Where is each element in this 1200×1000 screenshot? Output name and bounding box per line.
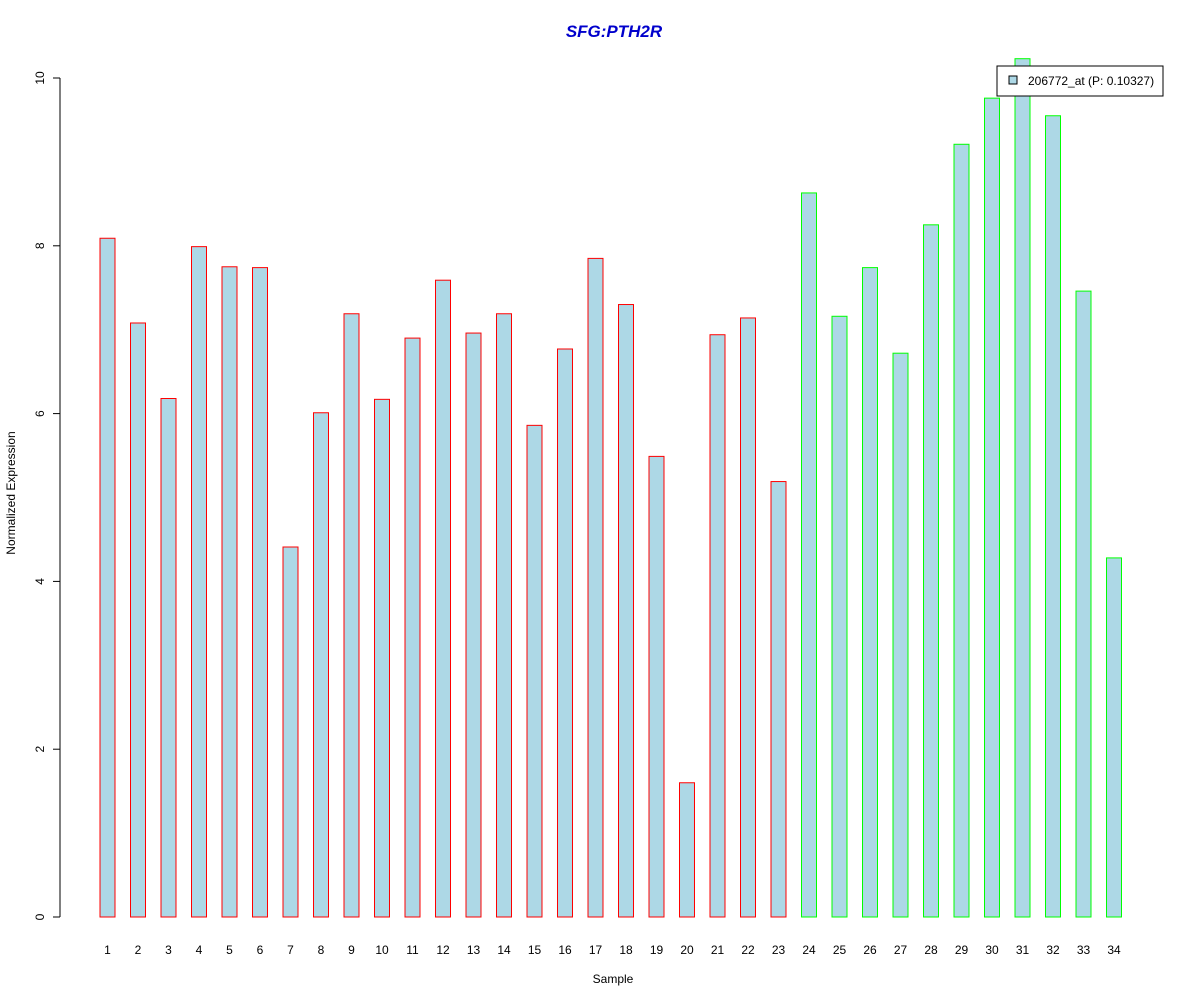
bar-sample-26 [862, 267, 878, 918]
x-tick-label: 26 [863, 943, 877, 957]
bar-sample-18 [618, 304, 634, 918]
x-tick-label: 33 [1077, 943, 1091, 957]
x-tick-label: 3 [165, 943, 172, 957]
bar-sample-13 [465, 332, 482, 918]
x-tick-label: 1 [104, 943, 111, 957]
y-axis-title: Normalized Expression [4, 431, 18, 554]
bar-sample-7 [282, 546, 299, 918]
y-axis-ticks: 0 2 4 6 8 10 [33, 71, 60, 920]
y-tick-label: 2 [33, 746, 47, 753]
bar-sample-24 [801, 192, 817, 918]
legend-swatch [1008, 75, 1018, 85]
bar-sample-11 [404, 337, 421, 918]
x-tick-label: 21 [711, 943, 725, 957]
x-tick-label: 5 [226, 943, 233, 957]
bar-sample-29 [953, 143, 970, 918]
bars [99, 58, 1122, 918]
x-tick-label: 6 [257, 943, 264, 957]
bar-sample-16 [557, 348, 573, 918]
y-tick-label: 10 [33, 71, 47, 85]
y-tick-label: 6 [33, 410, 47, 417]
legend-box [996, 65, 1164, 97]
bar-sample-21 [709, 334, 726, 918]
x-tick-label: 31 [1016, 943, 1030, 957]
bar-sample-33 [1075, 290, 1092, 918]
x-tick-label: 23 [772, 943, 786, 957]
y-tick-label: 8 [33, 242, 47, 249]
bar-sample-31 [1014, 58, 1031, 918]
bar-sample-6 [252, 267, 268, 918]
x-tick-label: 9 [348, 943, 355, 957]
x-tick-label: 25 [833, 943, 847, 957]
bar-sample-34 [1106, 557, 1122, 918]
bar-sample-3 [160, 397, 177, 918]
x-tick-label: 16 [558, 943, 572, 957]
bar-sample-30 [984, 97, 1000, 918]
y-tick-label: 0 [33, 913, 47, 920]
bar-sample-15 [526, 424, 543, 918]
bar-sample-10 [374, 398, 390, 918]
x-tick-label: 11 [406, 943, 419, 957]
bar-sample-32 [1045, 115, 1061, 918]
x-tick-label: 20 [680, 943, 694, 957]
bar-sample-5 [221, 266, 238, 918]
x-tick-label: 27 [894, 943, 908, 957]
x-tick-label: 14 [497, 943, 511, 957]
x-tick-label: 29 [955, 943, 969, 957]
x-tick-label: 24 [802, 943, 816, 957]
x-tick-label: 15 [528, 943, 542, 957]
bar-sample-28 [923, 224, 939, 918]
x-tick-label: 2 [135, 943, 142, 957]
legend: 206772_at (P: 0.10327) [996, 65, 1164, 97]
bar-sample-17 [587, 257, 604, 918]
x-tick-label: 30 [985, 943, 999, 957]
x-tick-label: 8 [318, 943, 325, 957]
bar-sample-9 [343, 313, 360, 918]
x-tick-label: 18 [619, 943, 633, 957]
x-axis-labels: 1 2 3 4 5 6 7 8 9 10 11 12 13 14 15 16 17 18 19 20 21 22 23 24 2… [104, 943, 1121, 957]
bar-sample-19 [648, 455, 665, 918]
x-tick-label: 17 [589, 943, 603, 957]
bar-sample-4 [191, 246, 207, 918]
x-tick-label: 7 [287, 943, 294, 957]
x-axis-title: Sample [593, 972, 634, 986]
y-tick-label: 4 [33, 578, 47, 585]
x-tick-label: 32 [1046, 943, 1060, 957]
bar-sample-14 [496, 313, 512, 918]
chart-title: SFG:PTH2R [566, 22, 663, 41]
bar-sample-25 [831, 315, 848, 918]
x-tick-label: 12 [436, 943, 450, 957]
x-tick-label: 19 [650, 943, 664, 957]
bar-sample-2 [130, 322, 146, 918]
x-tick-label: 10 [375, 943, 389, 957]
x-tick-label: 22 [741, 943, 755, 957]
x-tick-label: 4 [196, 943, 203, 957]
x-tick-label: 34 [1107, 943, 1121, 957]
bar-sample-22 [740, 317, 756, 918]
bar-sample-23 [770, 481, 787, 918]
legend-label: 206772_at (P: 0.10327) [1028, 74, 1154, 88]
bar-sample-27 [892, 352, 909, 918]
x-tick-label: 28 [924, 943, 938, 957]
bar-sample-20 [679, 782, 695, 918]
x-tick-label: 13 [467, 943, 481, 957]
bar-sample-8 [313, 412, 329, 918]
bar-sample-12 [435, 279, 451, 918]
bar-sample-1 [99, 237, 116, 918]
